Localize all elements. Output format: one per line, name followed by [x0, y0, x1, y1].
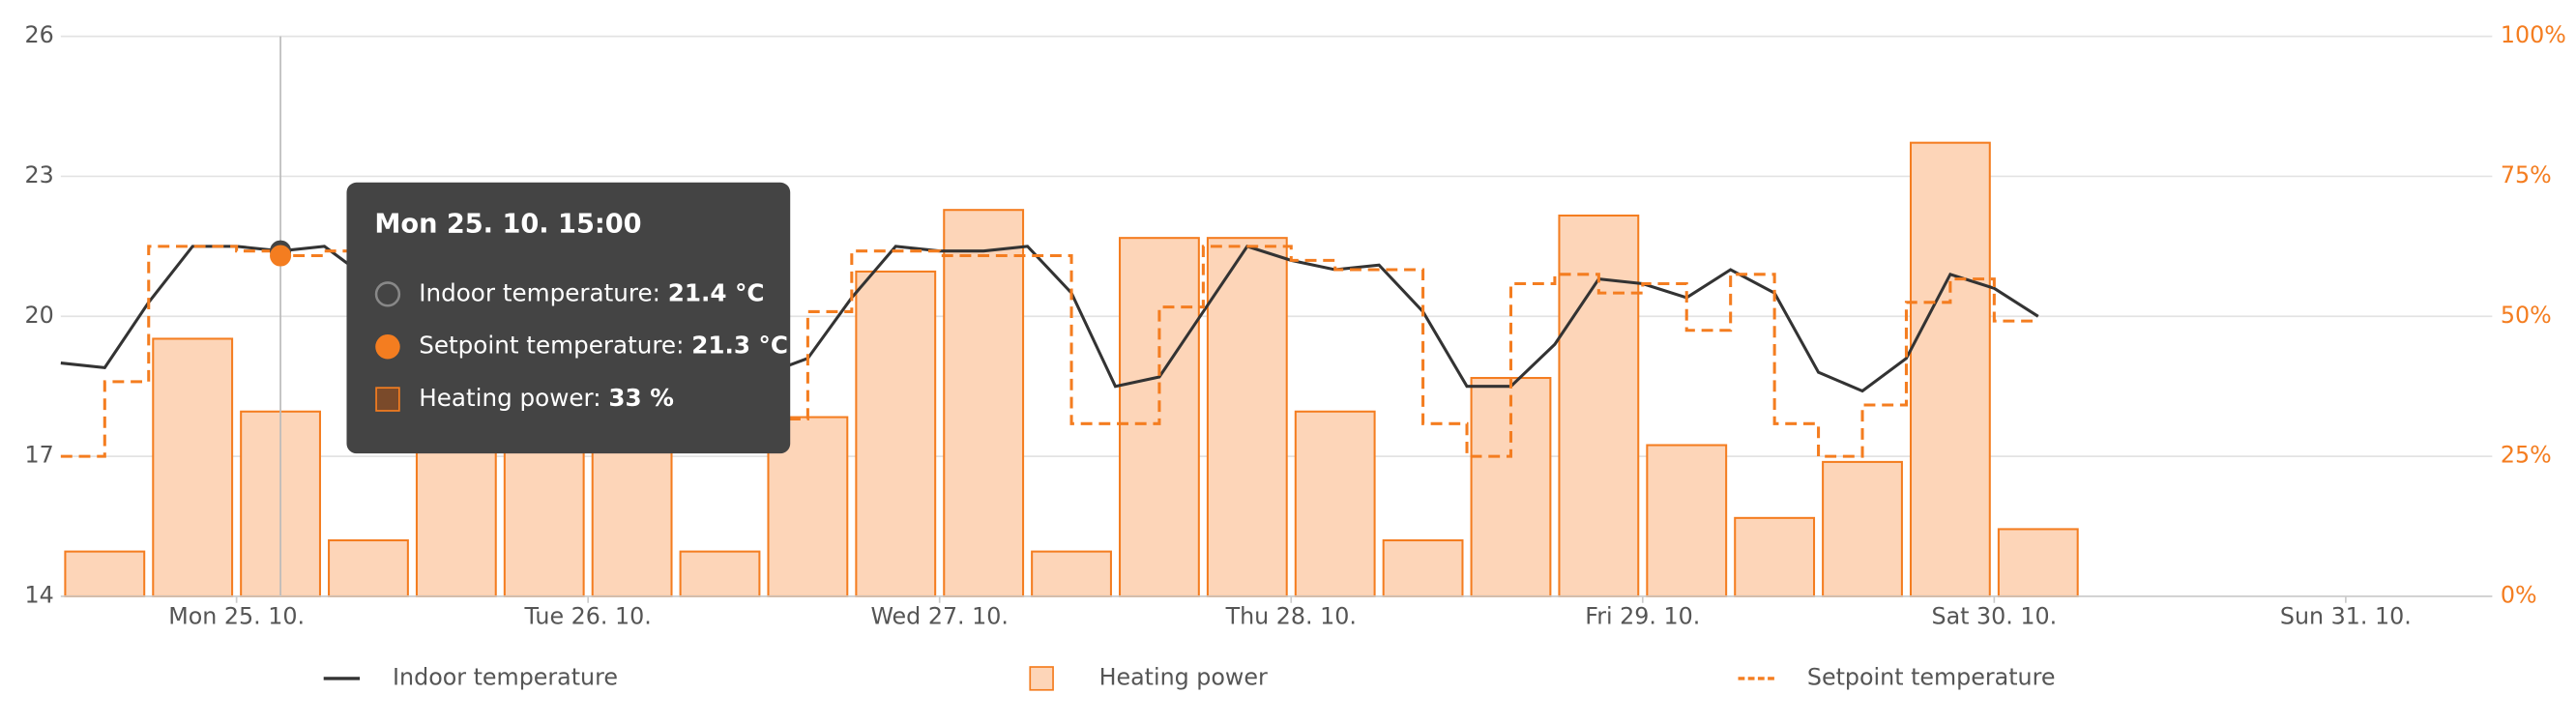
bar	[503, 438, 585, 597]
tooltip-label: Indoor temperature:	[419, 278, 660, 306]
bar	[1031, 550, 1112, 597]
tooltip-value: 21.4 °C	[668, 278, 765, 306]
tooltip-item: Setpoint temperature: 21.3 °C	[419, 332, 788, 360]
y2-tick-label: 0%	[2501, 581, 2537, 608]
y-tick-label: 20	[24, 302, 53, 329]
x-tick-label: Tue 26. 10.	[524, 603, 652, 630]
tooltip-icon	[375, 387, 400, 412]
bar	[943, 209, 1025, 597]
tooltip-title: Mon 25. 10. 15:00	[374, 209, 641, 239]
bar	[328, 538, 409, 597]
bar	[855, 270, 937, 597]
legend-swatch	[1029, 666, 1054, 691]
tooltip-item: Heating power: 33 %	[419, 384, 674, 412]
x-tick-label: Fri 29. 10.	[1585, 603, 1700, 630]
legend-label[interactable]: Setpoint temperature	[1807, 663, 2056, 690]
bar	[1734, 516, 1816, 597]
tooltip-box	[346, 182, 791, 454]
tooltip: Mon 25. 10. 15:00 Indoor temperature: 21…	[346, 182, 791, 454]
bar	[1909, 141, 1991, 597]
y-tick-label: 14	[24, 581, 53, 608]
bar	[1206, 237, 1288, 597]
x-tick-label: Mon 25. 10.	[168, 603, 305, 630]
x-tick-label: Sun 31. 10.	[2280, 603, 2412, 630]
tooltip-icon	[374, 281, 401, 307]
y2-tick-label: 100%	[2501, 21, 2566, 48]
bar	[1119, 237, 1200, 597]
hover-marker	[270, 245, 292, 267]
plot	[60, 36, 2079, 597]
tooltip-label: Heating power:	[419, 384, 600, 412]
bar	[1558, 214, 1640, 597]
bar	[1470, 376, 1552, 597]
bar	[1822, 460, 1903, 597]
tooltip-icon	[375, 333, 400, 360]
bar	[679, 550, 761, 597]
tooltip-value: 21.3 °C	[691, 332, 788, 360]
legend-label[interactable]: Indoor temperature	[393, 663, 618, 690]
x-tick-label: Sat 30. 10.	[1932, 603, 2058, 630]
step-line	[60, 245, 2038, 458]
y-tick-label: 17	[24, 442, 53, 469]
tooltip-value: 33 %	[608, 384, 674, 412]
x-tick-label: Thu 28. 10.	[1225, 603, 1357, 630]
bar	[1997, 528, 2079, 597]
bar	[591, 427, 673, 597]
bar	[64, 550, 146, 597]
legend-label[interactable]: Heating power	[1099, 663, 1268, 690]
tooltip-label: Setpoint temperature:	[419, 332, 684, 360]
axes: 14 17 20 23 26 0% 25% 50% 75% 100% Mon 25. 10. Tue …	[24, 21, 2565, 629]
tooltip-item: Indoor temperature: 21.4 °C	[419, 278, 764, 306]
y2-tick-label: 50%	[2501, 302, 2552, 329]
bar	[1382, 538, 1464, 597]
y2-tick-label: 75%	[2501, 161, 2552, 188]
bar	[415, 438, 497, 597]
legend[interactable]: Indoor temperature Heating power Setpoint …	[323, 663, 2056, 691]
bar	[1294, 410, 1376, 597]
y2-tick-label: 25%	[2501, 442, 2552, 469]
y-tick-label: 23	[24, 161, 53, 188]
y-tick-label: 26	[24, 21, 53, 48]
bar	[1646, 444, 1728, 597]
bar	[152, 337, 234, 597]
x-tick-label: Wed 27. 10.	[870, 603, 1009, 630]
